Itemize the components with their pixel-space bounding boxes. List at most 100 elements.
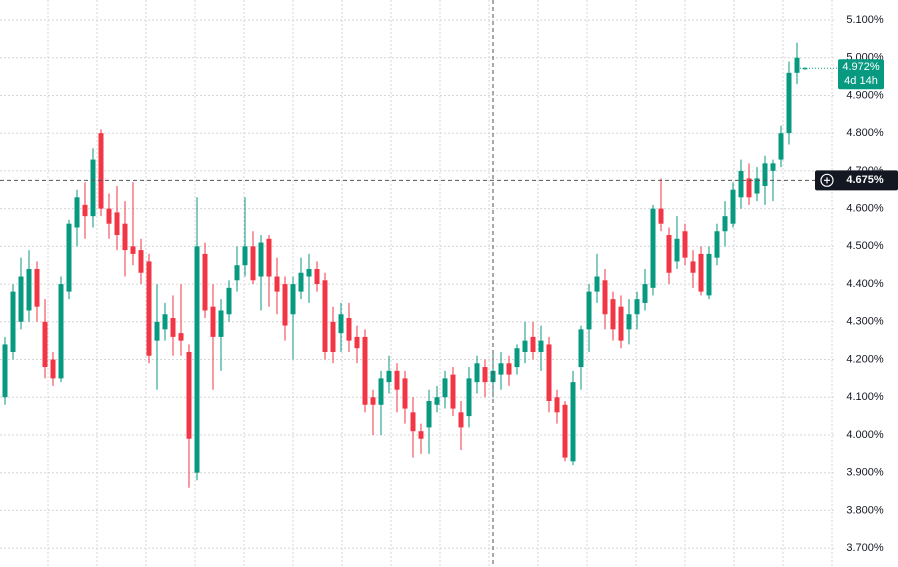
candle-body [42,321,48,368]
y-tick-label: 4.000% [846,429,884,441]
candle-body [762,163,768,186]
last-price-box [838,59,884,90]
candle-body [458,412,464,428]
candle-body [402,378,408,409]
candle-body [538,340,544,352]
candle-body [274,276,280,292]
candle-body [322,280,328,352]
candle-body [418,431,424,439]
y-tick-label: 3.700% [846,542,884,554]
candle-body [722,216,728,232]
candle-body [626,314,632,330]
y-tick-label: 4.600% [846,203,884,215]
countdown-label: 4d 14h [844,75,878,87]
candle-body [250,246,256,281]
candle-body [770,163,776,171]
y-tick-label: 4.900% [846,89,884,101]
candle-body [794,57,800,73]
candle-body [394,370,400,390]
candle-body [146,261,152,356]
candle-body [362,336,368,405]
y-tick-label: 4.500% [846,240,884,252]
candle-body [18,276,24,322]
candle-body [162,314,168,330]
candle-body [266,238,272,277]
candle-body [106,208,112,224]
candle-body [314,268,320,285]
candle-body [594,276,600,292]
candle-body [90,159,96,217]
candle-body [386,370,392,383]
candle-body [186,351,192,439]
candle-body [698,253,704,292]
candle-body [554,397,560,413]
candle-body [170,318,176,337]
candle-body [378,378,384,405]
candle-body [58,284,64,379]
y-tick-label: 3.900% [846,467,884,479]
candle-body [466,378,472,417]
candle-body [650,208,656,288]
crosshair-label-box [815,170,898,191]
candle-body [666,235,672,273]
y-tick-label: 4.100% [846,391,884,403]
candle-body [578,329,584,368]
candle-body [434,397,440,405]
candle-body [330,321,336,352]
candle-body [234,265,240,281]
candle-body [202,253,208,311]
candle-body [154,321,160,341]
candle-body [490,370,496,383]
candle-body [258,242,264,277]
y-tick-label: 4.400% [846,278,884,290]
candle-body [26,268,32,311]
candle-body [570,382,576,462]
candle-body [442,378,448,398]
candle-body [426,401,432,428]
y-tick-label: 4.800% [846,127,884,139]
y-tick-label: 4.300% [846,316,884,328]
candle-body [122,223,128,251]
candle-body [74,197,80,228]
candle-body [730,189,736,224]
candle-body [546,344,552,402]
candle-body [522,340,528,352]
candle-body [682,231,688,258]
y-tick-label: 3.800% [846,504,884,516]
candle-body [10,291,16,352]
candle-body [802,68,808,70]
last-price-label: 4.972% [842,61,880,73]
add-alert-plus [824,177,830,184]
candle-body [138,250,144,273]
candle-body [298,272,304,292]
candle-body [474,363,480,383]
candle-body [450,374,456,409]
candle-body [178,333,184,341]
candle-body [34,268,40,307]
candle-body [218,310,224,337]
candle-body [562,404,568,458]
candle-body [130,246,136,254]
candle-body [506,363,512,375]
candle-body [498,363,504,375]
candle-body [786,72,792,134]
candle-body [98,133,104,209]
candle-body [306,268,312,277]
candle-body [226,287,232,315]
crosshair-label: 4.675% [846,174,884,186]
candle-body [674,238,680,262]
candle-body [346,318,352,341]
candle-body [778,133,784,160]
candle-body [210,306,216,337]
candle-body [714,231,720,258]
candle-body [290,284,296,315]
y-tick-label: 5.100% [846,14,884,26]
candle-body [114,212,120,236]
candle-body [634,299,640,315]
candle-body [618,306,624,341]
candle-body [482,367,488,383]
candle-body [690,261,696,273]
candle-body [354,336,360,349]
candle-body [194,246,200,473]
